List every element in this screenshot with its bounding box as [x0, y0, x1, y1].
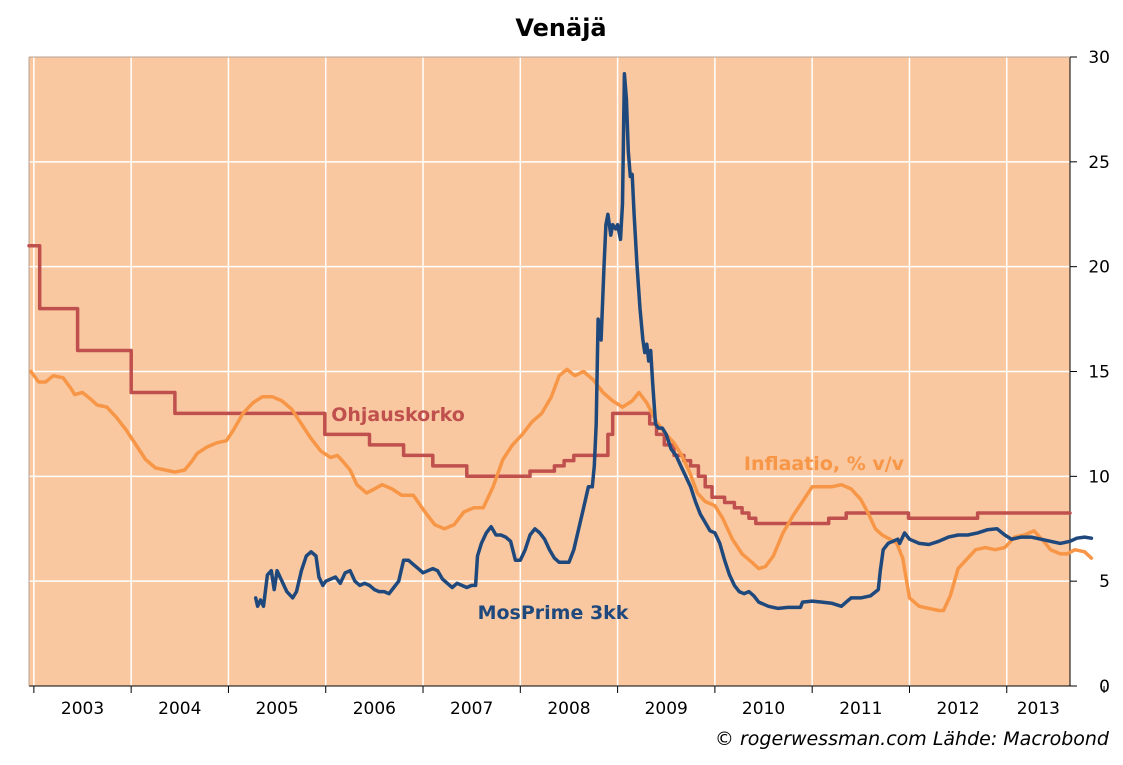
y-tick-label: 10: [1088, 467, 1110, 487]
y-tick-label: 20: [1088, 258, 1110, 278]
y-tick-label: 0: [1099, 677, 1110, 697]
y-tick-label: 15: [1088, 363, 1110, 383]
chart-title: Venäjä: [515, 14, 606, 42]
x-tick-label: 2003: [61, 699, 104, 719]
series-line-mosprime-3kk: [253, 72, 1094, 611]
grid: [29, 57, 1070, 686]
series-line-ohjauskorko: [27, 243, 1072, 526]
series-label-ohjauskorko: Ohjauskorko: [331, 404, 465, 426]
source-credit: © rogerwessman.com Lähde: Macrobond: [714, 728, 1109, 750]
x-tick-label: 2011: [839, 699, 882, 719]
series-layer: [27, 72, 1094, 613]
series-label-inflaatio-v-v: Inflaatio, % v/v: [744, 453, 905, 475]
y-tick-label: 25: [1088, 153, 1110, 173]
y-tick-label: 5: [1099, 572, 1110, 592]
series-label-mosprime-3kk: MosPrime 3kk: [478, 602, 629, 624]
x-tick-label: 2005: [255, 699, 298, 719]
x-tick-label: 2009: [645, 699, 688, 719]
x-tick-label: 2012: [936, 699, 979, 719]
series-labels: Ohjauskorko Inflaatio, % v/v MosPrime 3kk: [331, 404, 904, 624]
x-tick-label: 2006: [353, 699, 396, 719]
axes: 0 5 10 15 20 25 30 2003 2004 2005 2006 2007 2008 2009…: [28, 48, 1110, 719]
series-line-inflaatio-v-v: [29, 367, 1094, 613]
y-tick-label: 30: [1088, 48, 1110, 68]
x-tick-label: 2008: [547, 699, 590, 719]
x-tick-label: 2007: [450, 699, 493, 719]
x-tick-label: 2013: [1017, 699, 1060, 719]
x-tick-label: 2010: [742, 699, 785, 719]
x-tick-label: 2004: [158, 699, 201, 719]
